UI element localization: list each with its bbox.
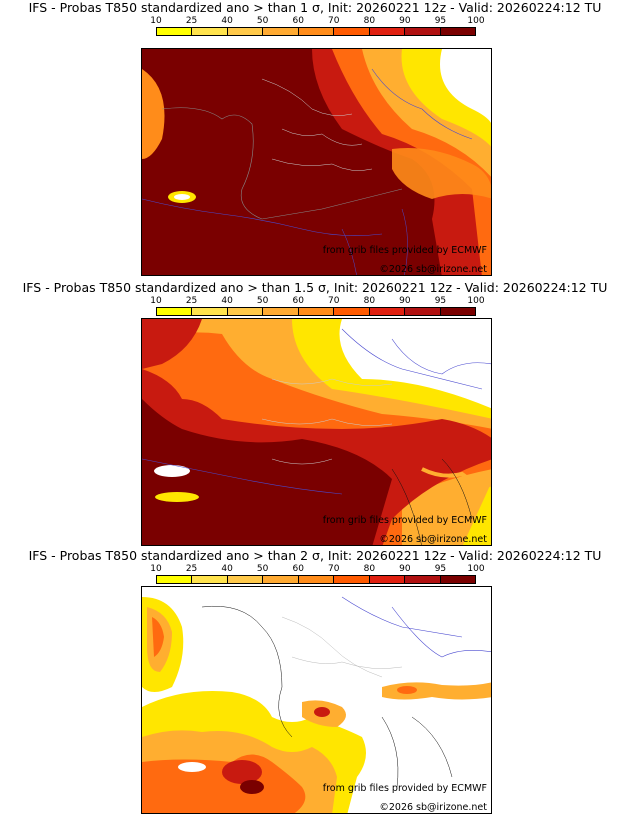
legend-swatch (227, 308, 264, 315)
legend-tick-label: 70 (328, 16, 340, 26)
legend-swatch (369, 576, 406, 583)
legend-swatch (405, 308, 441, 315)
legend-swatch (334, 28, 370, 35)
legend-tick-label: 70 (328, 564, 340, 574)
credit-source: from grib files provided by ECMWF (322, 515, 487, 526)
legend-swatch (227, 576, 264, 583)
map-panel-2: IFS - Probas T850 standardized ano > tha… (0, 276, 630, 552)
legend-tick-label: 25 (185, 564, 198, 574)
legend-tick-label: 80 (363, 16, 376, 26)
legend-tick-label: 100 (467, 16, 485, 26)
legend-swatch (405, 576, 441, 583)
legend-tick-label: 40 (221, 16, 233, 26)
legend-swatch (192, 308, 228, 315)
credit-copyright: ©2026 sb@irizone.net (379, 264, 487, 275)
panel-title: IFS - Probas T850 standardized ano > tha… (28, 0, 602, 15)
map-graphic (142, 319, 491, 545)
legend-swatch (334, 576, 370, 583)
credit-copyright: ©2026 sb@irizone.net (379, 534, 487, 545)
legend-tick-label: 60 (292, 296, 304, 306)
legend-swatch (334, 308, 370, 315)
legend-tick-label: 60 (292, 16, 304, 26)
legend-color-bar (156, 307, 476, 316)
map-graphic (142, 587, 491, 813)
color-legend: 10 25 40 50 60 70 80 90 95 100 (150, 564, 485, 590)
credit-source: from grib files provided by ECMWF (322, 245, 487, 256)
legend-swatch (157, 28, 193, 35)
legend-tick-labels: 10 25 40 50 60 70 80 90 95 100 (150, 16, 484, 26)
legend-tick-label: 100 (467, 564, 485, 574)
legend-tick-label: 10 (150, 16, 162, 26)
legend-swatch (263, 308, 299, 315)
color-legend: 10 25 40 50 60 70 80 90 95 100 (150, 296, 485, 322)
legend-tick-labels: 10 25 40 50 60 70 80 90 95 100 (150, 296, 484, 306)
panel-title: IFS - Probas T850 standardized ano > tha… (28, 548, 602, 563)
legend-swatch (192, 28, 228, 35)
legend-tick-label: 10 (150, 296, 162, 306)
legend-swatch (263, 28, 299, 35)
legend-swatch (405, 28, 441, 35)
legend-tick-label: 70 (328, 296, 340, 306)
legend-tick-label: 90 (399, 296, 411, 306)
legend-swatch (157, 576, 193, 583)
legend-tick-label: 95 (434, 296, 447, 306)
panel-title: IFS - Probas T850 standardized ano > tha… (22, 280, 608, 295)
credit-source: from grib files provided by ECMWF (322, 783, 487, 794)
legend-swatch (298, 576, 335, 583)
legend-tick-label: 90 (399, 564, 411, 574)
legend-tick-label: 90 (399, 16, 411, 26)
legend-tick-label: 25 (185, 16, 198, 26)
legend-swatch (298, 28, 335, 35)
legend-swatch (440, 308, 475, 315)
legend-tick-label: 95 (434, 16, 447, 26)
probability-map: from grib files provided by ECMWF ©2026 … (141, 48, 492, 276)
credit-copyright: ©2026 sb@irizone.net (379, 802, 487, 813)
map-panel-3: IFS - Probas T850 standardized ano > tha… (0, 548, 630, 828)
map-panel-1: IFS - Probas T850 standardized ano > tha… (0, 0, 630, 276)
probability-map: from grib files provided by ECMWF ©2026 … (141, 318, 492, 546)
legend-swatch (369, 28, 406, 35)
legend-tick-label: 50 (256, 296, 269, 306)
legend-swatch (440, 576, 475, 583)
legend-color-bar (156, 27, 476, 36)
legend-tick-label: 40 (221, 564, 233, 574)
legend-tick-label: 50 (256, 564, 269, 574)
legend-tick-label: 40 (221, 296, 233, 306)
legend-tick-label: 10 (150, 564, 162, 574)
legend-tick-label: 80 (363, 296, 376, 306)
probability-map: from grib files provided by ECMWF ©2026 … (141, 586, 492, 814)
legend-tick-label: 50 (256, 16, 269, 26)
legend-swatch (263, 576, 299, 583)
map-graphic (142, 49, 491, 275)
legend-swatch (227, 28, 264, 35)
legend-tick-label: 80 (363, 564, 376, 574)
legend-swatch (440, 28, 475, 35)
legend-color-bar (156, 575, 476, 584)
legend-tick-label: 100 (467, 296, 485, 306)
legend-tick-labels: 10 25 40 50 60 70 80 90 95 100 (150, 564, 484, 574)
legend-tick-label: 25 (185, 296, 198, 306)
legend-swatch (369, 308, 406, 315)
legend-swatch (192, 576, 228, 583)
legend-swatch (298, 308, 335, 315)
legend-tick-label: 95 (434, 564, 447, 574)
legend-tick-label: 60 (292, 564, 304, 574)
color-legend: 10 25 40 50 60 70 80 90 95 100 (150, 16, 485, 42)
legend-swatch (157, 308, 193, 315)
